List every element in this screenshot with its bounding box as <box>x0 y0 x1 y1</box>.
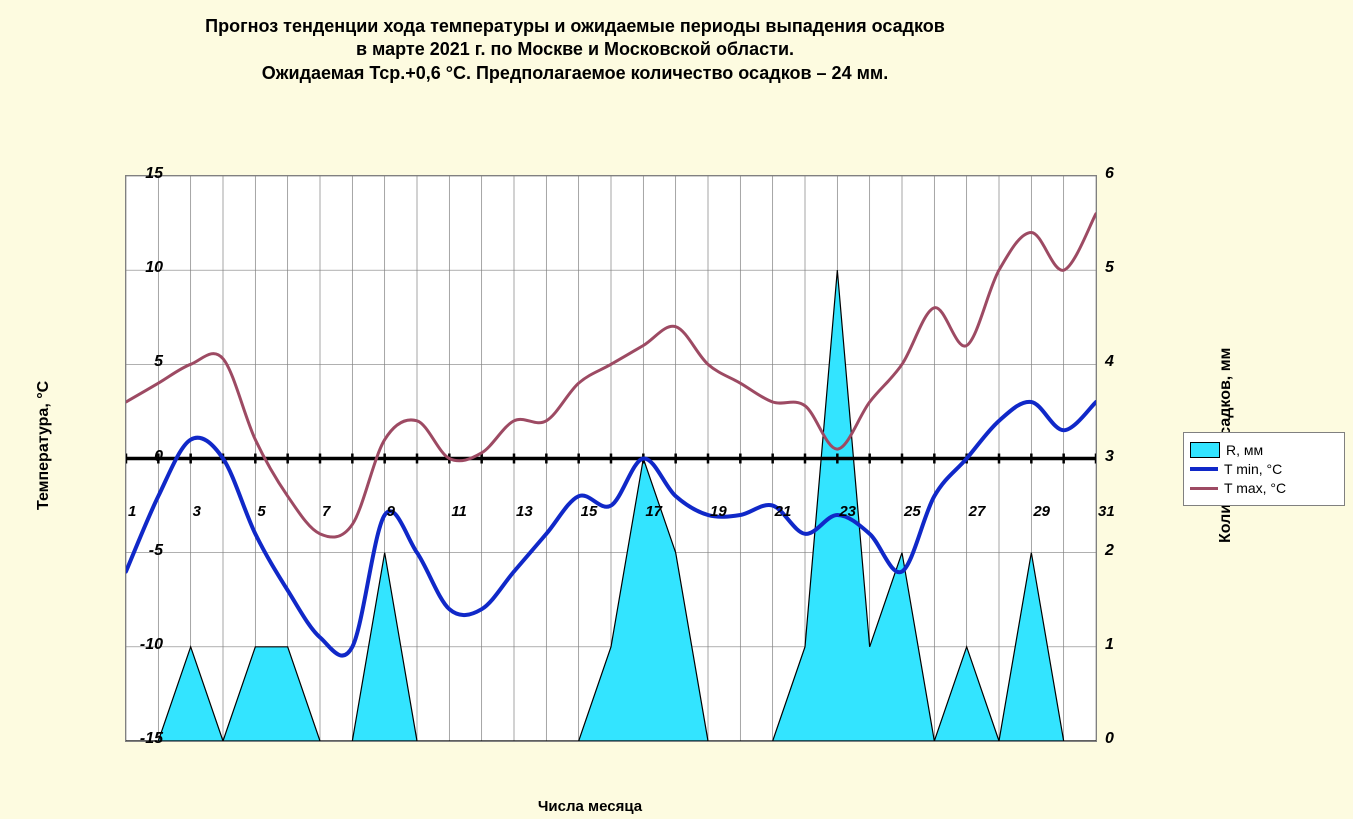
ytick-left: 15 <box>113 165 163 183</box>
xtick: 1 <box>128 503 136 520</box>
chart-area: Температура, °С Количество осадков, мм -… <box>35 165 1145 805</box>
chart-title: Прогноз тенденции хода температуры и ожи… <box>0 15 1150 85</box>
xtick: 21 <box>775 503 792 520</box>
xtick: 3 <box>193 503 201 520</box>
legend-item-tmax: T max, °С <box>1190 480 1338 496</box>
xtick: 25 <box>904 503 921 520</box>
ytick-left: 0 <box>113 448 163 466</box>
xtick: 27 <box>969 503 986 520</box>
xtick: 29 <box>1033 503 1050 520</box>
xtick: 11 <box>451 503 467 520</box>
ytick-right: 1 <box>1105 636 1155 654</box>
ytick-left: -10 <box>113 636 163 654</box>
xtick: 19 <box>710 503 727 520</box>
xtick: 23 <box>839 503 856 520</box>
title-line-3: Ожидаемая Тср.+0,6 °С. Предполагаемое ко… <box>0 62 1150 85</box>
ytick-left: -15 <box>113 730 163 748</box>
ytick-right: 5 <box>1105 259 1155 277</box>
ytick-right: 4 <box>1105 353 1155 371</box>
legend-item-r: R, мм <box>1190 442 1338 458</box>
xtick: 5 <box>257 503 265 520</box>
ytick-right: 3 <box>1105 448 1155 466</box>
title-line-2: в марте 2021 г. по Москве и Московской о… <box>0 38 1150 61</box>
legend-item-tmin: T min, °С <box>1190 461 1338 477</box>
legend-swatch-tmin <box>1190 467 1218 471</box>
xtick: 15 <box>581 503 598 520</box>
ytick-left: 10 <box>113 259 163 277</box>
legend-label-tmax: T max, °С <box>1224 480 1286 496</box>
legend-swatch-r <box>1190 442 1220 458</box>
legend-label-r: R, мм <box>1226 442 1263 458</box>
plot-area <box>125 175 1097 742</box>
legend: R, мм T min, °С T max, °С <box>1183 432 1345 506</box>
ytick-right: 0 <box>1105 730 1155 748</box>
ytick-left: 5 <box>113 353 163 371</box>
xtick: 31 <box>1098 503 1115 520</box>
xtick: 13 <box>516 503 533 520</box>
xtick: 9 <box>387 503 395 520</box>
ytick-right: 2 <box>1105 542 1155 560</box>
title-line-1: Прогноз тенденции хода температуры и ожи… <box>0 15 1150 38</box>
legend-swatch-tmax <box>1190 487 1218 490</box>
xtick: 17 <box>645 503 662 520</box>
x-axis-label: Числа месяца <box>35 798 1145 815</box>
chart-svg <box>126 176 1096 741</box>
xtick: 7 <box>322 503 330 520</box>
ytick-left: -5 <box>113 542 163 560</box>
ytick-right: 6 <box>1105 165 1155 183</box>
y-axis-left-label: Температура, °С <box>35 345 53 545</box>
legend-label-tmin: T min, °С <box>1224 461 1282 477</box>
